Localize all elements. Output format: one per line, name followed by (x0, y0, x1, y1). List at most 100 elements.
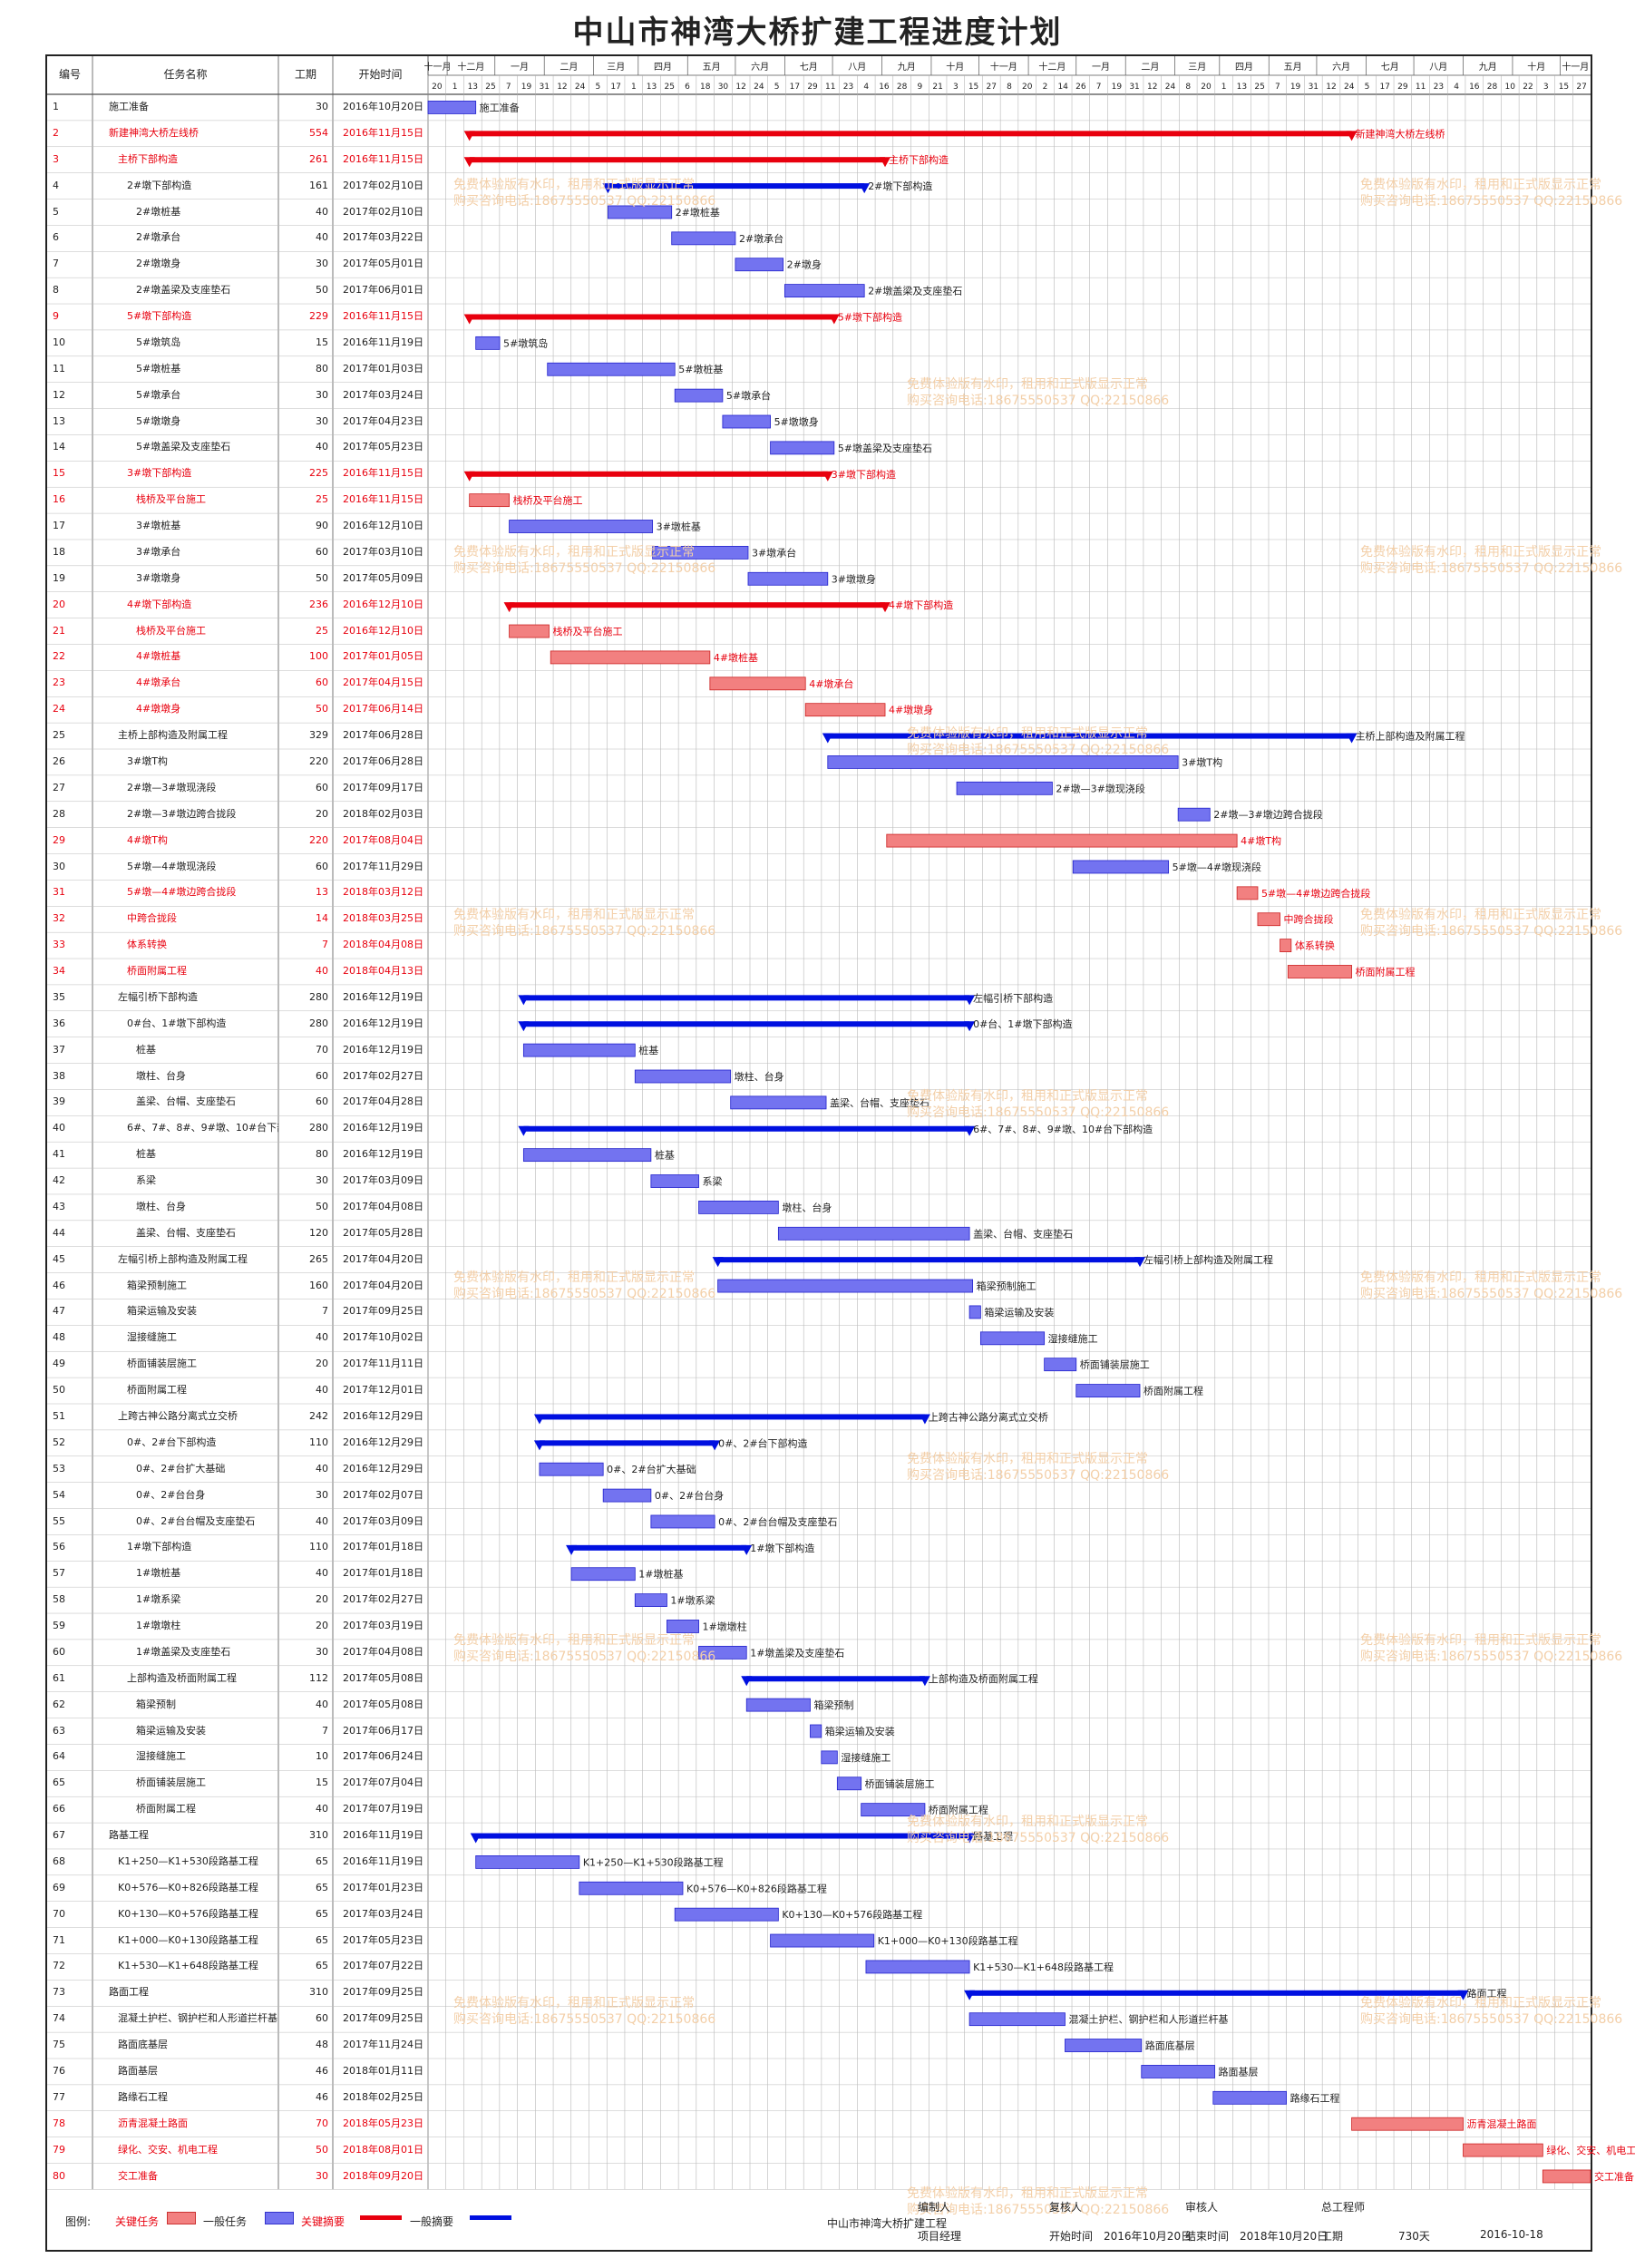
bar-label: 混凝土护栏、钢护栏和人形道拦杆基 (1068, 2013, 1228, 2026)
day-label: 20 (1201, 83, 1212, 92)
task-id: 48 (53, 1331, 65, 1344)
task-name: 主桥下部构造 (118, 152, 178, 165)
month-label: 二月 (560, 62, 578, 73)
bar-label: 桥面铺装层施工 (865, 1778, 935, 1790)
task-duration: 7 (322, 1724, 328, 1737)
task-start: 2017年06月01日 (343, 284, 423, 297)
summary-end-marker (964, 1125, 976, 1136)
task-start: 2017年04月15日 (343, 677, 423, 689)
task-bar (671, 231, 736, 246)
month-label: 八月 (1429, 62, 1447, 73)
task-name: 5#墩墩身 (136, 414, 181, 427)
task-start: 2017年11月24日 (343, 2039, 423, 2051)
task-duration: 40 (316, 1567, 328, 1580)
task-name: 湿接缝施工 (127, 1331, 177, 1344)
task-duration: 70 (316, 1043, 328, 1056)
task-bar (1280, 939, 1292, 952)
footer-project: 中山市神湾大桥扩建工程 (827, 2217, 948, 2230)
task-id: 80 (53, 2169, 65, 2182)
task-duration: 229 (309, 310, 328, 323)
summary-start-marker (518, 1125, 530, 1136)
summary-end-marker (709, 1440, 721, 1451)
summary-start-marker (533, 1414, 545, 1425)
task-start: 2017年04月08日 (343, 1645, 423, 1658)
task-bar (550, 650, 711, 665)
task-duration: 46 (316, 2065, 328, 2077)
task-duration: 30 (316, 258, 328, 270)
task-name: 3#墩墩身 (136, 571, 181, 584)
task-name: 湿接缝施工 (136, 1750, 186, 1763)
bar-label: 墩柱、台身 (735, 1070, 784, 1083)
task-id: 54 (53, 1488, 65, 1501)
summary-bar (608, 183, 865, 190)
task-id: 20 (53, 598, 65, 610)
task-bar (777, 1226, 970, 1241)
task-bar (709, 677, 806, 691)
bar-label: 路基工程 (973, 1831, 1013, 1843)
task-id: 75 (53, 2039, 65, 2051)
header-id: 编号 (58, 68, 81, 81)
day-label: 16 (879, 83, 890, 92)
footer-chief: 总工程师 (1321, 2201, 1366, 2214)
task-start: 2016年11月15日 (343, 310, 423, 323)
task-id: 36 (53, 1017, 65, 1029)
day-label: 29 (1397, 83, 1408, 92)
bar-label: 箱梁运输及安装 (984, 1306, 1054, 1319)
task-name: 5#墩下部构造 (127, 310, 192, 323)
task-id: 12 (53, 388, 65, 401)
summary-bar (571, 1544, 747, 1551)
task-bar (722, 414, 771, 429)
day-label: 15 (968, 83, 978, 92)
task-start: 2016年11月19日 (343, 1854, 423, 1867)
day-label: 13 (647, 83, 657, 92)
day-label: 28 (897, 83, 908, 92)
summary-start-marker (463, 157, 475, 168)
footer-duration-value: 730天 (1398, 2230, 1430, 2243)
task-bar (1065, 2039, 1143, 2052)
task-id: 51 (53, 1410, 65, 1422)
task-start: 2018年02月25日 (343, 2090, 423, 2103)
task-duration: 112 (309, 1671, 328, 1684)
task-bar (1075, 1384, 1141, 1397)
bar-label: 箱梁预制施工 (977, 1280, 1036, 1292)
day-label: 26 (1075, 83, 1086, 92)
task-name: 主桥上部构造及附属工程 (118, 729, 228, 742)
task-name: 0#、2#台下部构造 (127, 1436, 217, 1448)
task-start: 2016年12月29日 (343, 1410, 423, 1422)
task-start: 2017年11月11日 (343, 1358, 423, 1370)
task-start: 2018年02月03日 (343, 807, 423, 820)
task-id: 78 (53, 2117, 65, 2129)
bar-label: 上部构造及桥面附属工程 (929, 1672, 1038, 1685)
task-name: 交工准备 (118, 2169, 158, 2182)
month-label: 五月 (703, 62, 721, 73)
bar-label: 交工准备 (1594, 2170, 1634, 2183)
task-id: 67 (53, 1829, 65, 1842)
task-duration: 65 (316, 1907, 328, 1920)
task-name: 5#墩盖梁及支座垫石 (136, 441, 231, 453)
day-label: 17 (790, 83, 800, 92)
day-label: 5 (596, 83, 601, 92)
task-name: 路面底基层 (118, 2039, 168, 2051)
day-label: 8 (1007, 83, 1012, 92)
task-bar (650, 1514, 715, 1529)
month-label: 十月 (1527, 61, 1545, 73)
day-label: 24 (1344, 83, 1355, 92)
task-start: 2017年02月27日 (343, 1069, 423, 1082)
task-start: 2016年12月19日 (343, 990, 423, 1003)
day-label: 24 (1165, 83, 1176, 92)
task-start: 2017年05月23日 (343, 441, 423, 453)
task-name: 桩基 (136, 1148, 156, 1161)
task-bar (956, 781, 1053, 795)
legend-normal-task-swatch (265, 2212, 294, 2224)
task-duration: 242 (309, 1410, 328, 1422)
day-label: 25 (1254, 83, 1264, 92)
task-name: 6#、7#、8#、9#墩、10#台下部构造 (127, 1122, 278, 1134)
task-name: 4#墩承台 (136, 677, 181, 689)
task-bar (475, 1855, 580, 1869)
bar-label: 5#墩—4#墩边跨合拢段 (1261, 887, 1370, 900)
bar-label: 主桥上部构造及附属工程 (1356, 730, 1465, 743)
day-label: 11 (825, 83, 835, 92)
task-name: 混凝土护栏、钢护栏和人形道拦杆基 (118, 2012, 277, 2025)
day-label: 7 (506, 83, 511, 92)
task-name: 3#墩桩基 (136, 520, 181, 532)
